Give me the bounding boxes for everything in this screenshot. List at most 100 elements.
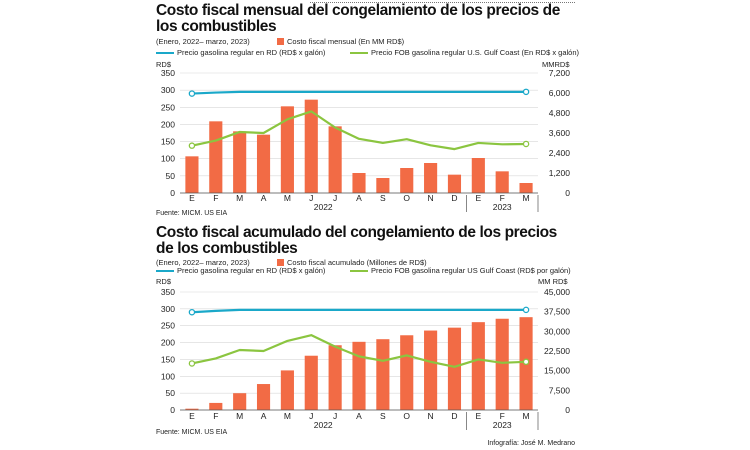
bar (328, 345, 342, 410)
y-left-tick-label: 50 (166, 388, 176, 398)
bar (471, 158, 485, 193)
chart-source: Fuente: MICM. US EIA (156, 429, 228, 436)
series-endpoint (188, 360, 196, 367)
chart-subtitle: (Enero, 2022– marzo, 2023) (156, 37, 250, 46)
x-tick-label: F (500, 193, 505, 203)
legend-line-fob-label: Precio FOB gasolina regular US Gulf Coas… (371, 266, 571, 275)
x-tick-label: S (380, 193, 386, 203)
y-right-tick-label: 15,000 (544, 366, 570, 376)
y-right-tick-label: 7,500 (549, 385, 571, 395)
series-line-fob (191, 334, 527, 368)
bar (447, 174, 462, 193)
chart-credit: Infografía: José M. Medrano (487, 440, 575, 447)
x-tick-label: A (356, 193, 362, 203)
legend-line-fob-swatch (350, 270, 368, 272)
bar (495, 318, 509, 410)
x-year-label: 2023 (493, 202, 512, 212)
x-tick-label: N (428, 193, 434, 203)
y-left-unit: RD$ (156, 277, 172, 286)
series-line-fob (191, 110, 527, 151)
bar (256, 384, 271, 410)
x-tick-label: O (403, 193, 410, 203)
chart-plot-cumulative: 0 50 100 150 200 250 300 350 0 7,500 15,000 22,500 3… (161, 287, 571, 430)
y-right-tick-label: 45,000 (544, 287, 570, 297)
title-rule (310, 2, 575, 3)
y-left-tick-label: 0 (170, 188, 175, 198)
bar (209, 121, 223, 193)
y-left-tick-label: 200 (161, 338, 175, 348)
legend-bar-label: Costo fiscal mensual (En MM RD$) (287, 37, 405, 46)
legend-line-fob-label: Precio FOB gasolina regular U.S. Gulf Co… (371, 48, 580, 57)
x-tick-label: M (236, 193, 243, 203)
bar (424, 330, 438, 410)
bar (400, 168, 414, 193)
y-right-tick-label: 30,000 (544, 326, 570, 336)
y-right-tick-label: 22,500 (544, 346, 570, 356)
y-left-tick-label: 300 (161, 304, 175, 314)
series-endpoint (522, 358, 530, 366)
series-endpoint (188, 90, 196, 97)
y-left-tick-label: 250 (161, 321, 175, 331)
y-right-unit: MM RD$ (538, 277, 568, 286)
series-endpoint (522, 88, 530, 96)
legend-line-rd-swatch (156, 52, 174, 54)
x-tick-label: S (380, 411, 386, 421)
series-endpoint (522, 306, 530, 314)
y-left-tick-label: 150 (161, 137, 175, 147)
y-right-tick-label: 3,600 (549, 128, 571, 138)
x-tick-label: E (189, 193, 195, 203)
y-left-tick-label: 300 (161, 85, 175, 95)
bar (352, 173, 366, 193)
series-line-rd (191, 90, 527, 95)
x-year-label: 2022 (314, 420, 333, 430)
y-right-tick-label: 0 (565, 188, 570, 198)
x-tick-label: A (261, 411, 267, 421)
bar (233, 131, 247, 193)
x-tick-label: D (451, 193, 457, 203)
x-tick-label: F (213, 411, 218, 421)
bar (424, 163, 438, 193)
y-left-tick-label: 150 (161, 354, 175, 364)
x-tick-label: M (236, 411, 243, 421)
bar (185, 156, 199, 193)
bar (233, 393, 247, 410)
x-tick-label: E (475, 411, 481, 421)
chart-cumulative: Costo fiscal acumulado del congelamiento… (150, 222, 575, 450)
chart-plot-monthly: 0 50 100 150 200 250 300 350 0 1,200 2,400 3,600 4,8… (161, 68, 571, 212)
bar (519, 183, 533, 193)
x-tick-label: A (261, 193, 267, 203)
chart-title: Costo fiscal mensual del congelamiento d… (156, 2, 560, 35)
legend-line-rd-label: Precio gasolina regular en RD (RD$ x gal… (177, 48, 326, 57)
legend-bar-swatch (277, 38, 284, 45)
legend-line-rd-label: Precio gasolina regular en RD (RD$ x gal… (177, 266, 326, 275)
y-left-tick-label: 350 (161, 287, 175, 297)
y-right-tick-label: 6,000 (549, 88, 571, 98)
bar (209, 402, 223, 410)
y-left-tick-label: 100 (161, 371, 175, 381)
bar (256, 134, 271, 193)
bar (400, 335, 414, 410)
bar (376, 339, 390, 410)
x-tick-label: D (451, 411, 457, 421)
chart-subtitle: (Enero, 2022– marzo, 2023) (156, 258, 250, 267)
bar (447, 327, 462, 410)
y-right-tick-label: 0 (565, 405, 570, 415)
x-tick-label: M (523, 193, 530, 203)
series-line-rd (191, 308, 527, 314)
y-left-tick-label: 350 (161, 68, 175, 78)
x-tick-label: J (333, 193, 337, 203)
x-tick-label: A (356, 411, 362, 421)
x-tick-label: M (284, 411, 291, 421)
y-left-tick-label: 200 (161, 119, 175, 129)
legend-line-fob-swatch (350, 52, 368, 54)
bar (185, 408, 199, 410)
x-tick-label: J (309, 193, 313, 203)
bar (471, 322, 485, 410)
x-tick-label: J (309, 411, 313, 421)
y-right-tick-label: 2,400 (549, 148, 571, 158)
x-tick-label: F (500, 411, 505, 421)
y-left-tick-label: 100 (161, 154, 175, 164)
y-right-tick-label: 4,800 (549, 108, 571, 118)
y-left-tick-label: 0 (170, 405, 175, 415)
x-tick-label: O (403, 411, 410, 421)
